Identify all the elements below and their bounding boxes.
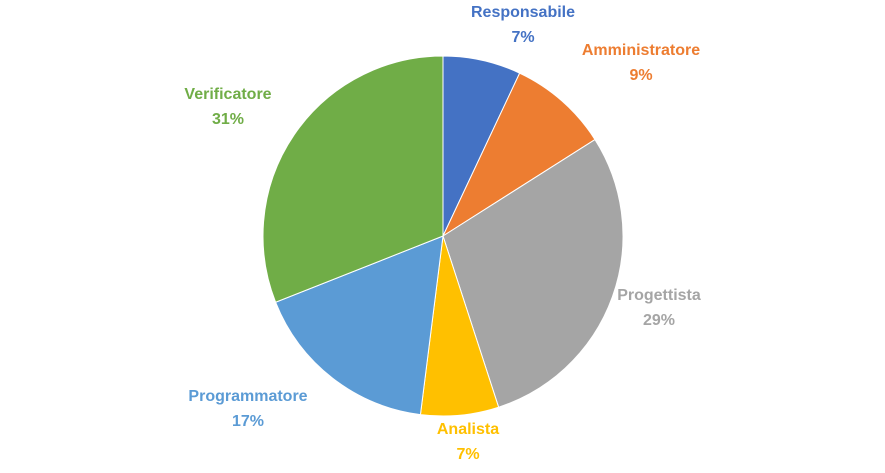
pie-slice-verificatore: [262, 55, 444, 303]
data-label-analista: Analista: [437, 421, 499, 438]
data-label-programmatore: Programmatore: [188, 388, 307, 405]
data-label-responsabile: Responsabile: [471, 4, 575, 21]
pie-slice-progettista: [442, 138, 624, 408]
data-value-programmatore: 17%: [232, 413, 264, 430]
data-value-analista: 7%: [456, 446, 479, 463]
data-value-verificatore: 31%: [212, 111, 244, 128]
pie-slices: [262, 55, 624, 417]
data-label-amministratore: Amministratore: [582, 42, 700, 59]
data-value-progettista: 29%: [643, 312, 675, 329]
data-label-progettista: Progettista: [617, 287, 701, 304]
pie-slice-programmatore: [274, 235, 444, 416]
pie-labels: Responsabile 7% Amministratore 9% Progettist…: [184, 4, 700, 463]
data-label-verificatore: Verificatore: [184, 86, 271, 103]
data-value-responsabile: 7%: [511, 29, 534, 46]
pie-slice-amministratore: [441, 72, 596, 238]
data-value-amministratore: 9%: [629, 67, 652, 84]
